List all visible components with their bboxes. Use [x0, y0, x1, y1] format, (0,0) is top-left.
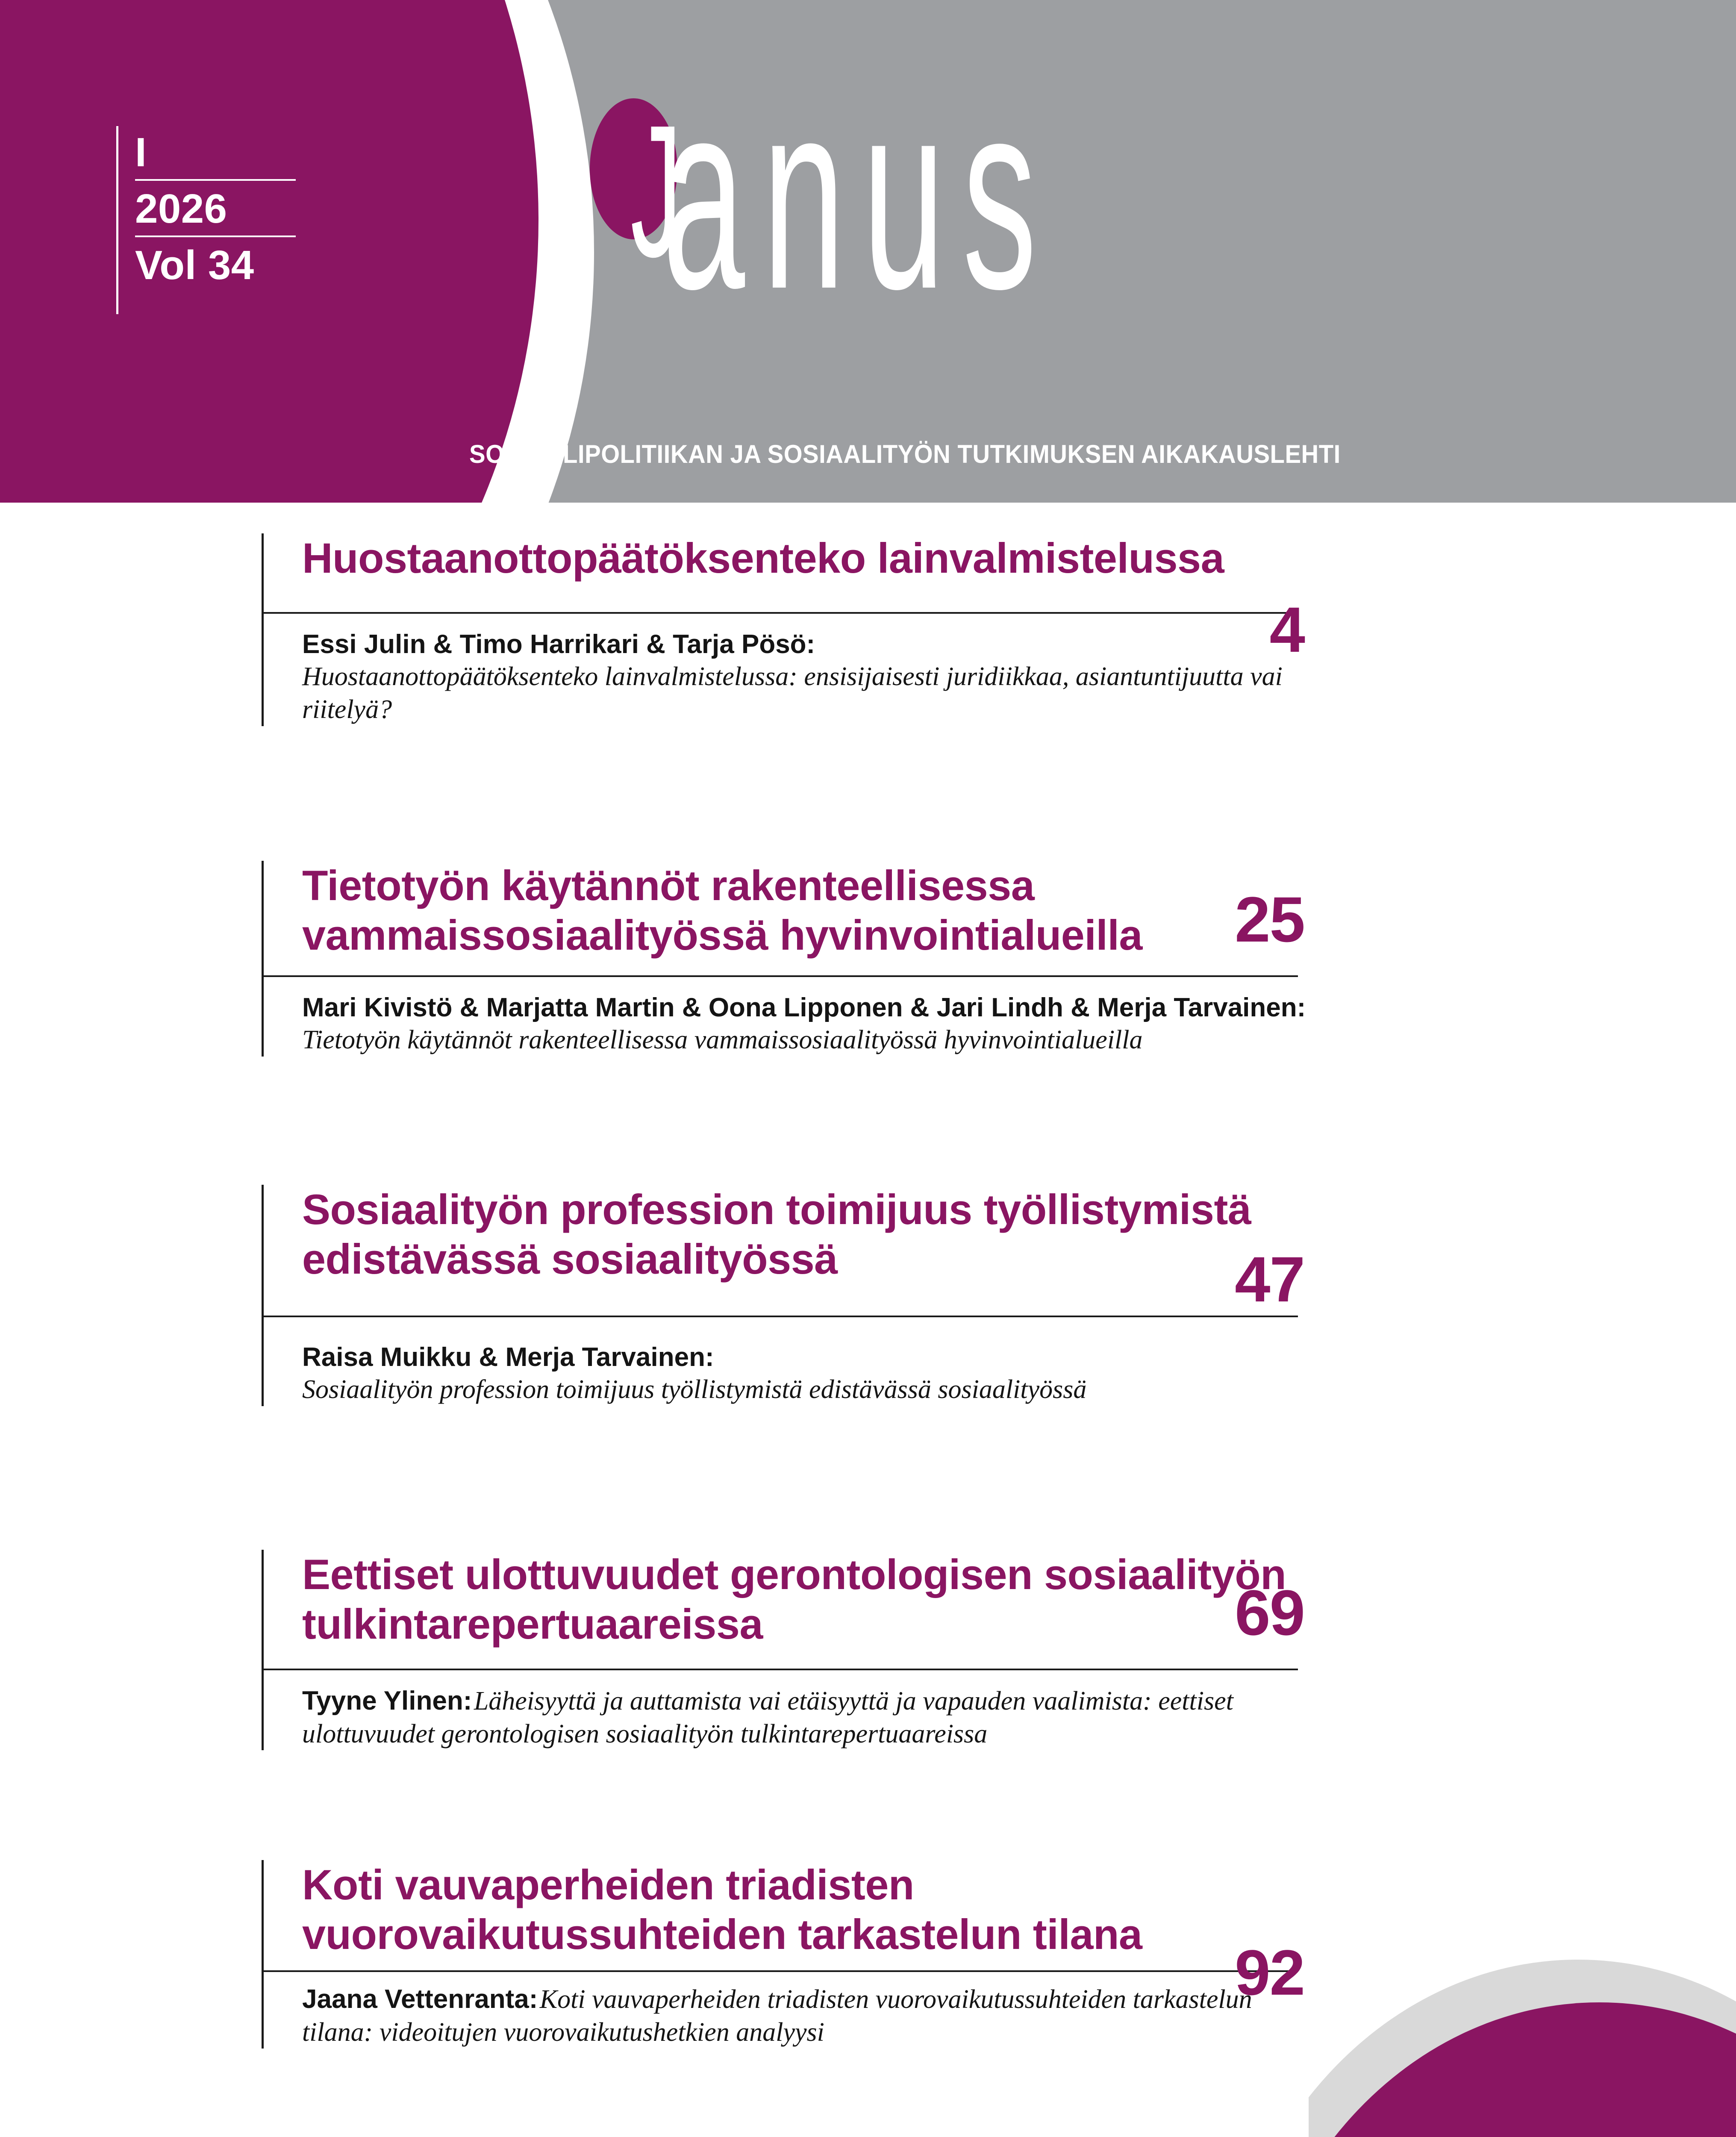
journal-subtitle: SOSIAALIPOLITIIKAN JA SOSIAALITYÖN TUTKI… [469, 440, 1341, 468]
issue-info-block: I 2026 Vol 34 [116, 126, 296, 314]
toc-entry-authors: Mari Kivistö & Marjatta Martin & Oona Li… [302, 992, 1306, 1022]
toc-entry-subtitle: Huostaanottopäätöksenteko lainvalmistelu… [302, 662, 1283, 724]
toc-entry-head: Huostaanottopäätöksenteko lainvalmistelu… [264, 533, 1544, 662]
toc-entry[interactable]: Huostaanottopäätöksenteko lainvalmistelu… [262, 533, 1544, 727]
toc-entry-head: Koti vauvaperheiden triadisten vuorovaik… [264, 1860, 1544, 2005]
masthead: I 2026 Vol 34 J anus SOSIAALIPOLITIIKAN … [0, 0, 1736, 503]
toc-entry-page: 47 [1235, 1243, 1305, 1315]
issue-vertical-rule [116, 126, 118, 314]
toc-entry-page: 25 [1235, 883, 1305, 955]
issue-number: I [135, 130, 147, 175]
toc-entry-subtitle: Sosiaalityön profession toimijuus työlli… [302, 1375, 1087, 1404]
toc-entry-title: Tietotyön käytännöt rakenteellisessa vam… [302, 862, 1142, 959]
toc-entry-head: Sosiaalityön profession toimijuus työlli… [264, 1185, 1544, 1311]
toc-entry-page: 92 [1235, 1937, 1305, 2008]
janus-logo: J anus [590, 61, 1658, 449]
toc-entry-body: Jaana Vettenranta: Koti vauvaperheiden t… [264, 1972, 1328, 2049]
toc-entry-title: Eettiset ulottuvuudet gerontologisen sos… [302, 1551, 1286, 1648]
toc-entry-title: Huostaanottopäätöksenteko lainvalmistelu… [302, 534, 1224, 582]
toc-entry-divider [264, 612, 1298, 614]
toc-entry-body: Tyyne Ylinen: Läheisyyttä ja auttamista … [264, 1670, 1328, 1751]
toc-entry-body: Raisa Muikku & Merja Tarvainen: Sosiaali… [264, 1317, 1328, 1407]
toc-entry-subtitle: Läheisyyttä ja auttamista vai etäisyyttä… [302, 1686, 1233, 1748]
toc-entry-divider [264, 975, 1298, 977]
toc-entry-head: Eettiset ulottuvuudet gerontologisen sos… [264, 1550, 1544, 1649]
toc-entry-divider [264, 1315, 1298, 1317]
toc-entry-subtitle: Koti vauvaperheiden triadisten vuorovaik… [302, 1984, 1252, 2047]
toc-entry[interactable]: Eettiset ulottuvuudet gerontologisen sos… [262, 1550, 1544, 1751]
toc-entry-subtitle: Tietotyön käytännöt rakenteellisessa vam… [302, 1025, 1143, 1055]
toc-entry-authors: Essi Julin & Timo Harrikari & Tarja Pösö… [302, 629, 815, 659]
toc-entry-authors: Tyyne Ylinen: [302, 1686, 472, 1716]
toc-entry-title: Sosiaalityön profession toimijuus työlli… [302, 1186, 1251, 1283]
masthead-purple-band [0, 0, 325, 503]
toc-entry-divider [264, 1668, 1298, 1670]
toc-entry[interactable]: Sosiaalityön profession toimijuus työlli… [262, 1185, 1544, 1407]
toc-entry-title: Koti vauvaperheiden triadisten vuorovaik… [302, 1861, 1142, 1958]
toc-entry-authors: Jaana Vettenranta: [302, 1984, 538, 2014]
toc-entry-page: 4 [1269, 594, 1305, 665]
janus-j-ellipse-icon [590, 98, 677, 239]
toc-entry-body: Mari Kivistö & Marjatta Martin & Oona Li… [264, 977, 1328, 1057]
janus-wordmark: anus [662, 45, 1054, 345]
toc-entry[interactable]: Tietotyön käytännöt rakenteellisessa vam… [262, 861, 1544, 1057]
issue-volume: Vol 34 [135, 235, 296, 292]
toc-entry-page: 69 [1235, 1577, 1305, 1648]
toc-entry-divider [264, 1970, 1298, 1972]
janus-j-letter: J [630, 86, 682, 296]
toc-entry-authors: Raisa Muikku & Merja Tarvainen: [302, 1342, 714, 1372]
toc-entry[interactable]: Koti vauvaperheiden triadisten vuorovaik… [262, 1860, 1544, 2049]
toc-entry-body: Essi Julin & Timo Harrikari & Tarja Pösö… [264, 614, 1328, 726]
issue-year: 2026 [135, 179, 296, 235]
table-of-contents: Huostaanottopäätöksenteko lainvalmistelu… [0, 503, 1736, 2137]
toc-entry-head: Tietotyön käytännöt rakenteellisessa vam… [264, 861, 1544, 960]
